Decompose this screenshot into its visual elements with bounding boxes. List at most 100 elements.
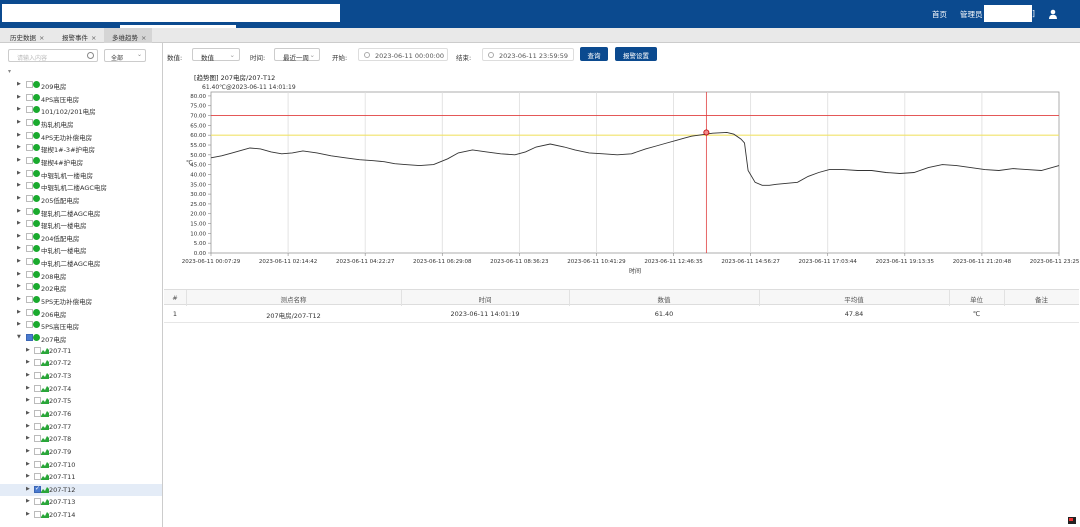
checkbox[interactable]	[26, 169, 33, 177]
tree-node[interactable]: ▶ 202电房	[0, 281, 162, 294]
caret-right-icon[interactable]: ▶	[17, 93, 21, 100]
checkbox[interactable]	[34, 473, 41, 481]
caret-right-icon[interactable]: ▶	[26, 346, 30, 353]
column-header[interactable]: 时间	[478, 296, 492, 304]
tree-node[interactable]: ▶ 中辊轧机一楼电房	[0, 168, 162, 181]
filter-select[interactable]: 全部 ⌄	[104, 49, 146, 62]
tree-node[interactable]: ▶ 5PS无功补偿电房	[0, 294, 162, 307]
caret-right-icon[interactable]: ▶	[17, 106, 21, 113]
caret-right-icon[interactable]: ▶	[26, 460, 30, 467]
tree-node[interactable]: ▶ 208电房	[0, 269, 162, 282]
caret-right-icon[interactable]: ▶	[17, 232, 21, 239]
checkbox[interactable]	[26, 182, 33, 190]
checkbox[interactable]	[26, 258, 33, 266]
checkbox[interactable]	[34, 397, 41, 405]
checkbox[interactable]	[26, 321, 33, 329]
caret-right-icon[interactable]: ▶	[26, 485, 30, 492]
checkbox[interactable]	[26, 334, 33, 341]
tree-leaf[interactable]: ▶ 207-T14	[0, 509, 162, 522]
checkbox[interactable]	[26, 93, 33, 101]
tree-leaf[interactable]: ▶ 207-T11	[0, 471, 162, 484]
checkbox[interactable]	[34, 346, 41, 354]
close-icon[interactable]: ×	[39, 34, 45, 42]
tree-node[interactable]: ▶ 热轧机电房	[0, 117, 162, 130]
checkbox[interactable]	[34, 435, 41, 443]
tree-leaf[interactable]: ▶ 207-T1	[0, 345, 162, 358]
column-header[interactable]: 测点名称	[280, 296, 307, 304]
checkbox[interactable]	[26, 283, 33, 291]
caret-right-icon[interactable]: ▶	[26, 371, 30, 378]
checkbox[interactable]	[26, 220, 33, 228]
tree-node[interactable]: ▶ 4PS无功补偿电房	[0, 130, 162, 143]
search-input[interactable]: 请输入内容	[8, 49, 98, 62]
data-point-marker[interactable]	[703, 129, 710, 136]
checkbox[interactable]	[26, 118, 33, 126]
caret-right-icon[interactable]: ▶	[17, 283, 21, 290]
tree-leaf[interactable]: ▶ 207-T13	[0, 496, 162, 509]
column-header[interactable]: #	[172, 294, 178, 302]
caret-right-icon[interactable]: ▶	[17, 182, 21, 189]
checkbox[interactable]	[34, 371, 41, 379]
value-select[interactable]: 数值 ⌄	[192, 48, 240, 62]
tab-multi-trend[interactable]: 多维趋势 ×	[104, 28, 153, 43]
tree-leaf[interactable]: ▶ 207-T10	[0, 459, 162, 472]
checkbox[interactable]	[34, 460, 41, 468]
tree-root-toggle[interactable]: ▾	[8, 68, 12, 75]
caret-right-icon[interactable]: ▶	[26, 447, 30, 454]
checkbox[interactable]	[26, 131, 33, 139]
series-line[interactable]	[210, 131, 1060, 186]
tree-node[interactable]: ▶ 辊楔1#-3#护电房	[0, 142, 162, 155]
start-time-input[interactable]: 2023-06-11 00:00:00	[358, 48, 448, 61]
checkbox[interactable]	[26, 308, 33, 316]
close-icon[interactable]: ×	[91, 34, 97, 42]
caret-right-icon[interactable]: ▶	[26, 473, 30, 480]
caret-right-icon[interactable]: ▶	[26, 511, 30, 518]
checkbox[interactable]	[26, 156, 33, 164]
tree-node[interactable]: ▼ 207电房	[0, 332, 162, 345]
tree-node[interactable]: ▶ 4PS高压电房	[0, 92, 162, 105]
tree-leaf[interactable]: ▶ 207-T2	[0, 357, 162, 370]
checkbox[interactable]	[26, 144, 33, 152]
home-link[interactable]: 首页	[932, 10, 947, 19]
checkbox[interactable]	[34, 498, 41, 506]
checkbox[interactable]	[34, 422, 41, 430]
column-header[interactable]: 单位	[970, 296, 983, 304]
caret-right-icon[interactable]: ▶	[17, 194, 21, 201]
caret-right-icon[interactable]: ▶	[17, 270, 21, 277]
tab-alarm-events[interactable]: 报警事件 ×	[62, 34, 97, 42]
query-button[interactable]: 查询	[580, 47, 608, 61]
caret-right-icon[interactable]: ▶	[17, 220, 21, 227]
tree-node[interactable]: ▶ 206电房	[0, 307, 162, 320]
column-header[interactable]: 备注	[1035, 296, 1048, 304]
table-row[interactable]: 1 207电房/207-T12 2023-06-11 14:01:19 61.40 47…	[164, 305, 1079, 323]
caret-right-icon[interactable]: ▶	[26, 384, 30, 391]
caret-right-icon[interactable]: ▶	[17, 308, 21, 315]
caret-right-icon[interactable]: ▶	[26, 409, 30, 416]
tree-node[interactable]: ▶ 辊轧机一楼电房	[0, 218, 162, 231]
column-header[interactable]: 平均值	[844, 296, 864, 304]
checkbox[interactable]	[34, 359, 41, 367]
close-icon[interactable]: ×	[141, 34, 147, 42]
tree-node[interactable]: ▶ 中轧机一楼电房	[0, 243, 162, 256]
caret-right-icon[interactable]: ▶	[17, 296, 21, 303]
checkbox[interactable]	[26, 81, 33, 88]
caret-right-icon[interactable]: ▶	[26, 397, 30, 404]
tree-node[interactable]: ▶ 辊楔4#护电房	[0, 155, 162, 168]
tree-node[interactable]: ▶ 205低配电房	[0, 193, 162, 206]
checkbox[interactable]	[26, 106, 33, 114]
caret-right-icon[interactable]: ▶	[17, 321, 21, 328]
caret-right-icon[interactable]: ▶	[26, 359, 30, 366]
caret-right-icon[interactable]: ▶	[17, 169, 21, 176]
caret-right-icon[interactable]: ▶	[26, 435, 30, 442]
tree-leaf[interactable]: ▶ 207-T5	[0, 395, 162, 408]
checkbox[interactable]	[26, 296, 33, 304]
tree-leaf[interactable]: ▶ 207-T3	[0, 370, 162, 383]
caret-right-icon[interactable]: ▶	[17, 245, 21, 252]
caret-right-icon[interactable]: ▶	[17, 258, 21, 265]
column-header[interactable]: 数值	[657, 296, 671, 304]
tree-node[interactable]: ▶ 中辊轧机二楼AGC电房	[0, 180, 162, 193]
caret-right-icon[interactable]: ▶	[26, 422, 30, 429]
checkbox[interactable]	[34, 511, 41, 519]
tree-leaf[interactable]: ▶ 207-T8	[0, 433, 162, 446]
tree-node[interactable]: ▶ 204低配电房	[0, 231, 162, 244]
